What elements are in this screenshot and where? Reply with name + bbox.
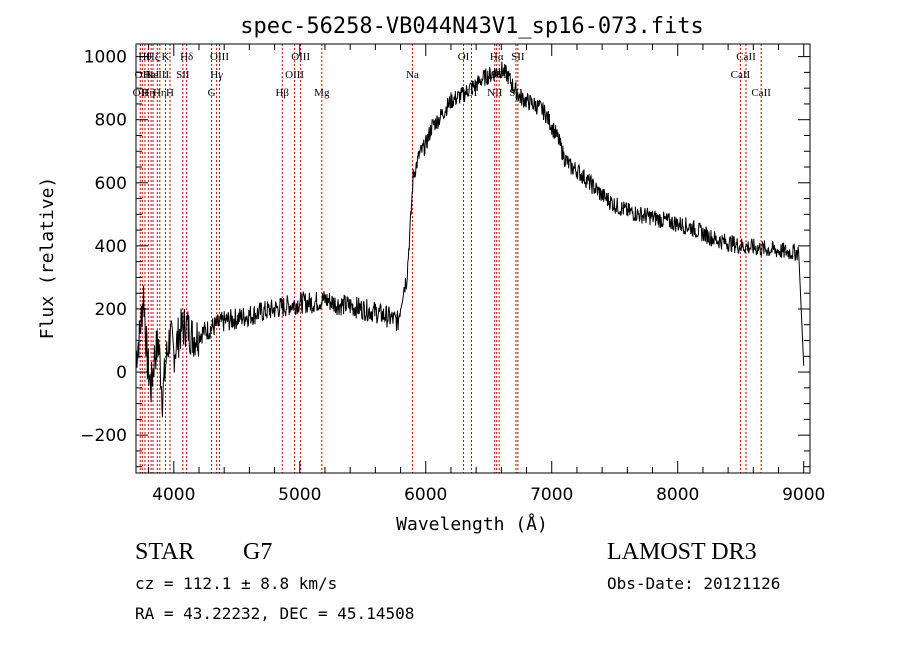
line-label-16: OIII bbox=[285, 69, 304, 81]
line-label-9: H bbox=[166, 87, 174, 99]
spectrum-line-0 bbox=[135, 61, 805, 418]
chart-title: spec-56258-VB044N43V1_sp16-073.fits bbox=[240, 14, 704, 39]
y-axis-label: Flux (relative) bbox=[37, 177, 58, 340]
y-tick-label-3: 400 bbox=[95, 237, 127, 257]
line-label-27: CaII bbox=[731, 69, 751, 81]
x-axis-label: Wavelength (Å) bbox=[396, 513, 548, 535]
axes: 4000 5000 6000 7000 8000 9000 −200 0 200 400 600 80… bbox=[80, 43, 825, 505]
spectrum-chart: spec-56258-VB044N43V1_sp16-073.fits Wave… bbox=[37, 14, 825, 535]
line-label-10: SII bbox=[176, 69, 190, 81]
object-class: STAR bbox=[135, 539, 195, 565]
line-label-0: OII bbox=[133, 87, 149, 99]
redshift-velocity: cz = 112.1 ± 8.8 km/s bbox=[135, 574, 338, 593]
y-tick-label-5: 800 bbox=[95, 111, 127, 131]
line-label-11: Hδ bbox=[180, 51, 193, 63]
line-label-14: OIII bbox=[210, 51, 229, 63]
line-label-17: OIII bbox=[291, 51, 310, 63]
x-tick-label-3: 7000 bbox=[530, 485, 573, 505]
line-label-7: Hη bbox=[153, 87, 167, 99]
line-label-12: G bbox=[208, 87, 216, 99]
y-tick-label-4: 600 bbox=[95, 174, 127, 194]
line-label-15: Hβ bbox=[275, 87, 289, 99]
line-label-5: Hζ bbox=[147, 51, 160, 63]
line-label-18: Mg bbox=[314, 87, 330, 99]
line-label-13: Hγ bbox=[210, 69, 223, 81]
line-label-3: Hη bbox=[141, 87, 155, 99]
x-tick-label-2: 6000 bbox=[404, 485, 447, 505]
line-label-26: SII bbox=[511, 51, 525, 63]
line-label-6: NeIII bbox=[145, 69, 169, 81]
line-label-29: CaII bbox=[751, 87, 771, 99]
x-tick-label-5: 9000 bbox=[782, 485, 825, 505]
survey-name: LAMOST DR3 bbox=[607, 539, 757, 565]
y-tick-label-1: 0 bbox=[116, 363, 127, 383]
line-label-23: Hα bbox=[490, 51, 504, 63]
x-tick-label-0: 4000 bbox=[152, 485, 195, 505]
line-label-19: Na bbox=[406, 69, 419, 81]
line-label-20: OI bbox=[458, 51, 470, 63]
x-tick-label-1: 5000 bbox=[278, 485, 321, 505]
y-tick-label-2: 200 bbox=[95, 300, 127, 320]
observation-date: Obs-Date: 20121126 bbox=[607, 574, 781, 593]
y-tick-label-0: −200 bbox=[80, 426, 127, 446]
line-label-22: NII bbox=[487, 87, 503, 99]
y-tick-label-6: 1000 bbox=[84, 48, 127, 68]
plot-frame bbox=[135, 43, 811, 474]
line-label-28: CaII bbox=[736, 51, 756, 63]
spectral-subclass: G7 bbox=[243, 539, 273, 565]
sky-coordinates: RA = 43.22232, DEC = 45.14508 bbox=[135, 604, 415, 623]
emission-line-markers: OIIOIIHθHηHeIHζNeIIIHηKHSIIHδGHγOIIIHβOI… bbox=[133, 44, 771, 473]
series-layer bbox=[135, 61, 805, 418]
line-label-4: HeI bbox=[143, 69, 160, 81]
x-tick-label-4: 8000 bbox=[656, 485, 699, 505]
line-label-8: K bbox=[162, 51, 170, 63]
